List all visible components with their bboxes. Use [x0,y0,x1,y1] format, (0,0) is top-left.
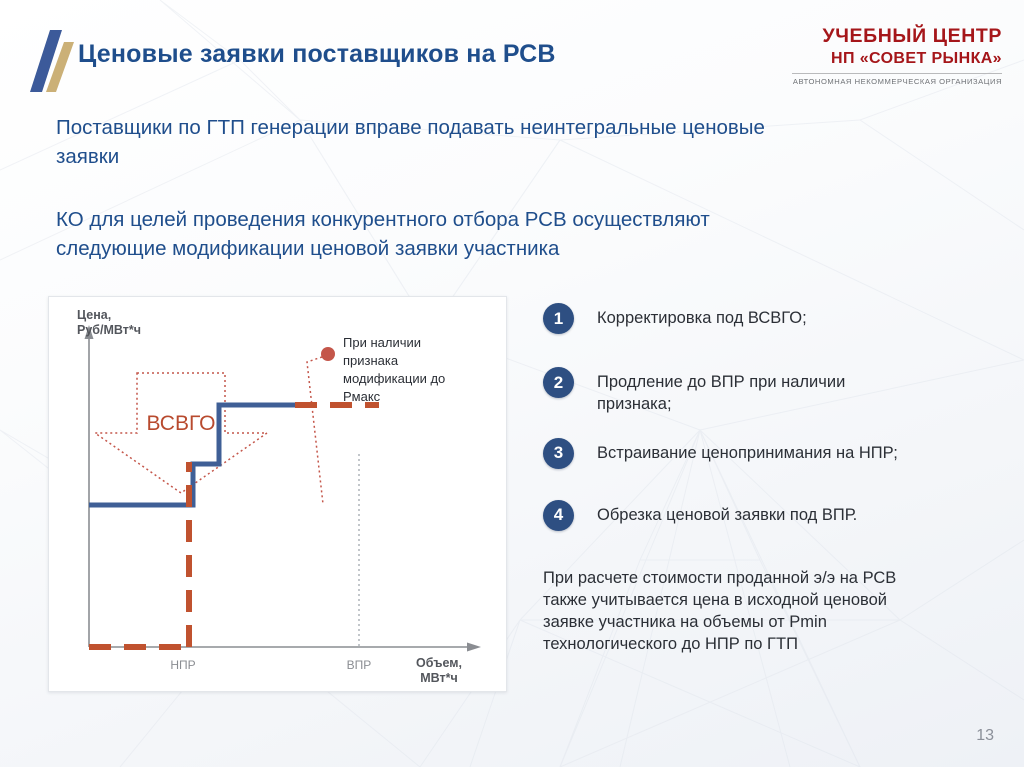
chart-ylabel-line1: Цена, [77,308,111,322]
list-item: 3 Встраивание ценопринимания на НПР; [543,437,1013,478]
pmax-callout-line1: При наличии [343,335,421,350]
chart-axes [84,325,481,652]
chart-xtick-vpr: ВПР [347,658,372,672]
chart-ylabel-line2: Руб/МВт*ч [77,323,141,337]
intro-p2-line-2: следующие модификации ценовой заявки уча… [56,237,560,261]
step-2-line-1: Продление до ВПР при наличии [597,373,846,391]
pmax-callout-line4: Рмакс [343,389,381,404]
original-bid-step-line [89,402,295,508]
pmax-callout-line2: признака [343,353,399,368]
step-text-3: Встраивание ценопринимания на НПР; [597,438,1013,464]
page-title: Ценовые заявки поставщиков на РСВ [78,40,556,68]
intro-p1-line-1: Поставщики по ГТП генерации вправе подав… [56,116,765,139]
chart-xlabel-line2: МВт*ч [420,671,458,685]
chart-xlabel-line1: Объем, [416,656,462,670]
modified-bid-dashed-line [89,402,379,650]
intro-p2-line-1: КО для целей проведения конкурентного от… [56,208,710,231]
footnote-line-3: заявке участника на объемы от Pmin [543,612,827,631]
list-item: 1 Корректировка под ВСВГО; [543,303,1013,343]
step-text-4: Обрезка ценовой заявки под ВПР. [597,500,1013,526]
step-badge-3: 3 [543,437,574,469]
step-badge-2: 2 [543,367,574,398]
footnote-line-1: При расчете стоимости проданной э/э на Р… [543,569,897,587]
step-text-2: Продление до ВПР при наличии признака; [597,367,1013,416]
step-badge-1: 1 [543,303,574,334]
intro-paragraph-2: КО для целей проведения конкурентного от… [56,205,996,263]
slide-header: Ценовые заявки поставщиков на РСВ УЧЕБНЫ… [0,0,1024,100]
vsvgo-arrow-label: ВСВГО [146,412,215,435]
step-text-1: Корректировка под ВСВГО; [597,303,1013,329]
list-item: 4 Обрезка ценовой заявки под ВПР. [543,499,1013,540]
price-bid-chart: ВСВГО Цена, Руб/МВт*ч Объем, МВт*ч НПР [77,308,481,685]
pmax-callout-line3: модификации до [343,371,445,386]
logo-line-3: АВТОНОМНАЯ НЕКОММЕРЧЕСКАЯ ОРГАНИЗАЦИЯ [792,77,1002,87]
step-3-line-1: Встраивание ценопринимания на НПР; [597,443,898,462]
step-1-line-1: Корректировка под ВСВГО; [597,309,807,327]
accent-slash-mark [28,30,74,92]
logo-line-1: УЧЕБНЫЙ ЦЕНТР [822,25,1002,47]
footnote-line-4: технологического до НПР по ГТП [543,634,798,653]
step-2-line-2: признака; [597,395,672,414]
organization-logo: УЧЕБНЫЙ ЦЕНТР НП «СОВЕТ РЫНКА» АВТОНОМНА… [792,25,1002,87]
list-item: 2 Продление до ВПР при наличии признака; [543,367,1013,416]
step-badge-4: 4 [543,499,574,531]
logo-divider [792,73,1002,75]
intro-paragraph-1: Поставщики по ГТП генерации вправе подав… [56,113,996,171]
footnote-line-2: также учитывается цена в исходной ценово… [543,590,888,609]
logo-line-2: НП «СОВЕТ РЫНКА» [831,49,1002,67]
price-bid-chart-card: ВСВГО Цена, Руб/МВт*ч Объем, МВт*ч НПР [48,296,507,692]
pmax-callout-leader [306,347,335,505]
intro-p1-line-2: заявки [56,145,120,169]
footnote-paragraph: При расчете стоимости проданной э/э на Р… [543,568,1003,656]
modification-steps-list: 1 Корректировка под ВСВГО; 2 Продление д… [543,303,1013,540]
chart-xtick-npr: НПР [170,658,195,672]
step-4-line-1: Обрезка ценовой заявки под ВПР. [597,505,858,524]
page-number: 13 [976,727,994,744]
